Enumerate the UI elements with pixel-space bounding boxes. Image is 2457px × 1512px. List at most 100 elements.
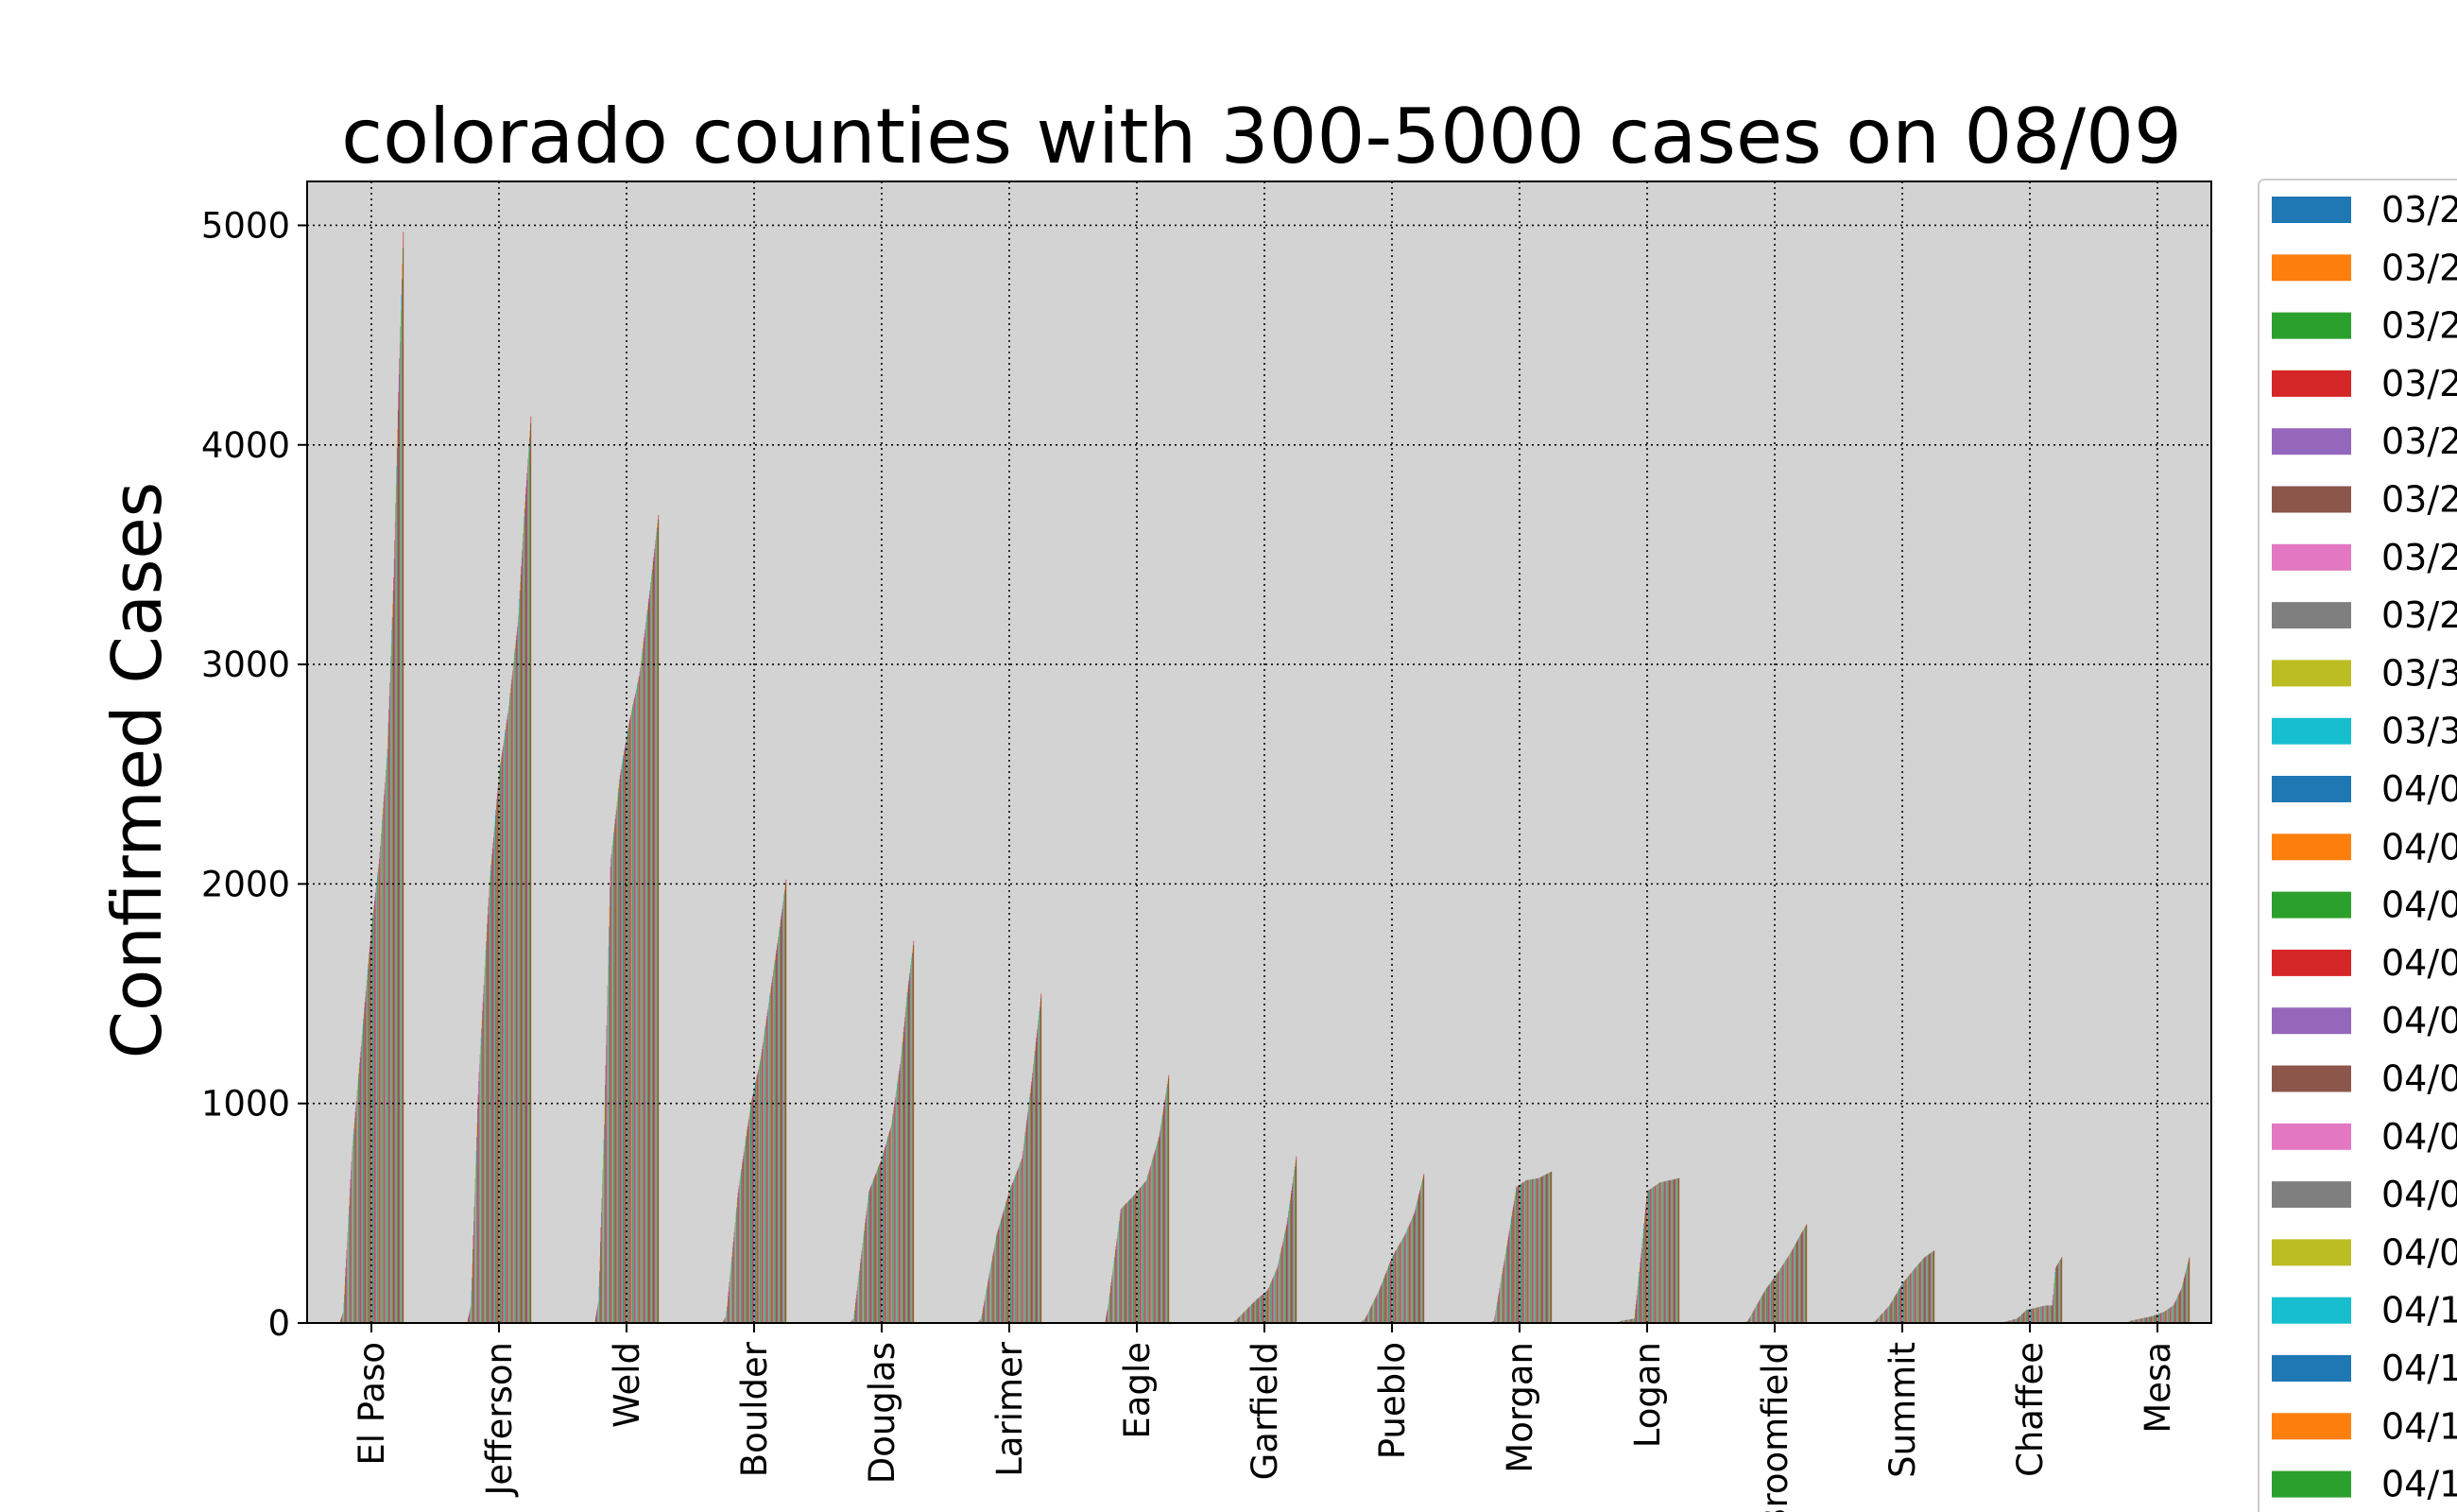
bar [1003, 1210, 1005, 1323]
bar [2181, 1285, 2183, 1323]
bar [500, 763, 502, 1323]
bar [899, 1071, 900, 1323]
bar [1920, 1261, 1921, 1323]
bar [727, 1301, 729, 1323]
legend-label: 04/1 [2381, 1348, 2457, 1389]
bar [2155, 1314, 2156, 1323]
bar [1522, 1182, 1523, 1323]
bar [906, 997, 908, 1323]
bar [2149, 1316, 2151, 1323]
bar [882, 1156, 884, 1323]
bar [1165, 1090, 1167, 1323]
bar [1533, 1178, 1535, 1323]
bar [651, 574, 653, 1323]
bar [1387, 1267, 1389, 1323]
bar [1380, 1286, 1382, 1323]
bar [1152, 1160, 1153, 1323]
bar [998, 1227, 1000, 1323]
bar [644, 629, 645, 1323]
bar [1650, 1189, 1652, 1323]
bar [1143, 1183, 1144, 1323]
bar [760, 1061, 761, 1323]
bar [902, 1041, 903, 1323]
bar [996, 1233, 998, 1323]
bar [393, 576, 394, 1323]
bar [767, 1009, 768, 1323]
bar [858, 1279, 859, 1323]
bar [643, 644, 644, 1323]
bar [1005, 1201, 1007, 1323]
bar [485, 950, 487, 1323]
bar [996, 1234, 997, 1323]
bar [747, 1125, 748, 1323]
bar [1250, 1304, 1252, 1323]
bar [1281, 1246, 1282, 1323]
bar [394, 522, 396, 1323]
bar [1627, 1319, 1629, 1323]
bar [1910, 1274, 1911, 1323]
bar [1294, 1169, 1296, 1323]
bar [1764, 1290, 1765, 1323]
bar [1245, 1311, 1246, 1323]
bar [502, 749, 504, 1323]
bar [2171, 1307, 2172, 1323]
bar [627, 733, 628, 1323]
bar [1797, 1238, 1799, 1323]
bar [1626, 1319, 1627, 1323]
bar [1421, 1181, 1423, 1323]
bar [1662, 1181, 1663, 1323]
bar [733, 1231, 735, 1323]
bar [894, 1100, 896, 1323]
bar [613, 828, 615, 1323]
bar [1676, 1178, 1678, 1323]
bar [1153, 1154, 1155, 1323]
bar [1140, 1187, 1142, 1323]
bar-group-12 [1870, 1250, 1935, 1323]
bar [1161, 1114, 1163, 1323]
bar [1016, 1173, 1017, 1323]
bar [402, 263, 404, 1323]
bar [1881, 1314, 1882, 1323]
bar [638, 678, 640, 1323]
bar [1161, 1118, 1163, 1323]
bar [359, 1057, 361, 1323]
bar [1881, 1313, 1883, 1323]
bar [743, 1152, 745, 1323]
bar [614, 823, 615, 1323]
bar [2134, 1319, 2136, 1323]
bar [477, 1094, 479, 1323]
bar [488, 905, 489, 1323]
bar [759, 1065, 760, 1323]
bar [1275, 1272, 1276, 1323]
bar [1921, 1260, 1923, 1323]
bar [2044, 1305, 2045, 1323]
bar [773, 970, 774, 1323]
bar [756, 1078, 757, 1323]
bar [2040, 1306, 2042, 1323]
bar [979, 1320, 981, 1323]
bar [1784, 1261, 1786, 1323]
bar [1621, 1320, 1623, 1323]
bar [2033, 1308, 2035, 1323]
bar [1108, 1297, 1110, 1323]
bar [481, 1028, 482, 1323]
bar [988, 1277, 989, 1323]
bar [2007, 1320, 2009, 1323]
bar [1403, 1236, 1405, 1323]
bar [652, 565, 654, 1323]
y-tick-label: 1000 [201, 1084, 290, 1125]
bar [483, 985, 485, 1323]
x-tick-label: Garfield [1245, 1342, 1285, 1480]
bar [752, 1091, 754, 1323]
bar [912, 944, 914, 1323]
bar [1272, 1278, 1274, 1323]
bar [1759, 1300, 1760, 1323]
bar [501, 756, 503, 1323]
bar [607, 1005, 608, 1323]
bar [377, 871, 379, 1323]
bar [1641, 1247, 1642, 1323]
bar [500, 765, 501, 1323]
bar [1667, 1180, 1668, 1323]
bar [1260, 1296, 1262, 1323]
bar [1394, 1252, 1396, 1323]
